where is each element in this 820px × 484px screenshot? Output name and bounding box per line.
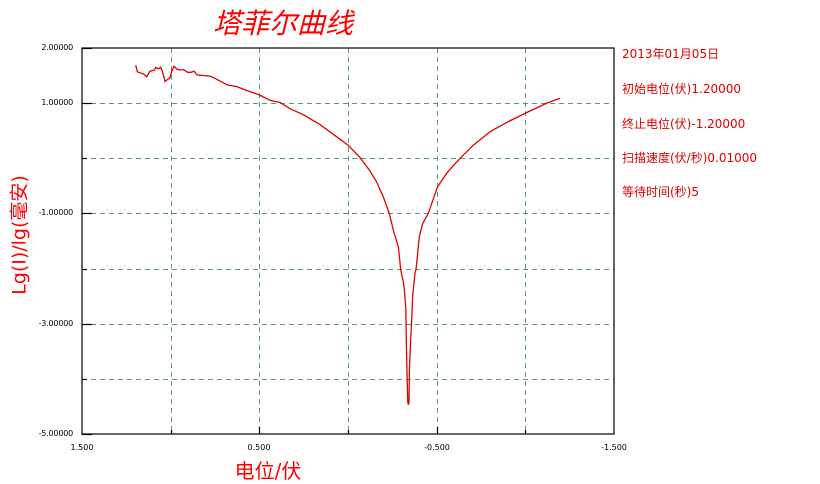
x-tick-label: 1.500 [70, 443, 94, 452]
x-tick-label: -0.500 [424, 443, 450, 452]
x-tick-label: -1.500 [601, 443, 627, 452]
chart-title: 塔菲尔曲线 [212, 7, 353, 40]
y-tick-label: -3.00000 [38, 319, 74, 328]
grid-lines [82, 48, 614, 434]
y-tick-label: -1.00000 [38, 208, 74, 217]
info-wait-time: 等待时间(秒)5 [622, 185, 699, 199]
tafel-curve [135, 64, 561, 406]
y-tick-label: 1.00000 [41, 98, 73, 107]
info-initial-potential: 初始电位(伏)1.20000 [622, 82, 741, 96]
y-axis-label: Lg(I)/lg(毫安) [8, 175, 31, 295]
info-final-potential: 终止电位(伏)-1.20000 [622, 117, 746, 131]
y-tick-label: -5.00000 [38, 429, 74, 438]
x-tick-label: 0.500 [247, 443, 271, 452]
info-scan-rate: 扫描速度(伏/秒)0.01000 [622, 151, 758, 165]
x-axis-label: 电位/伏 [234, 459, 302, 483]
axis-ticks [82, 47, 527, 436]
info-date: 2013年01月05日 [622, 47, 720, 61]
y-tick-label: 2.00000 [41, 43, 73, 52]
